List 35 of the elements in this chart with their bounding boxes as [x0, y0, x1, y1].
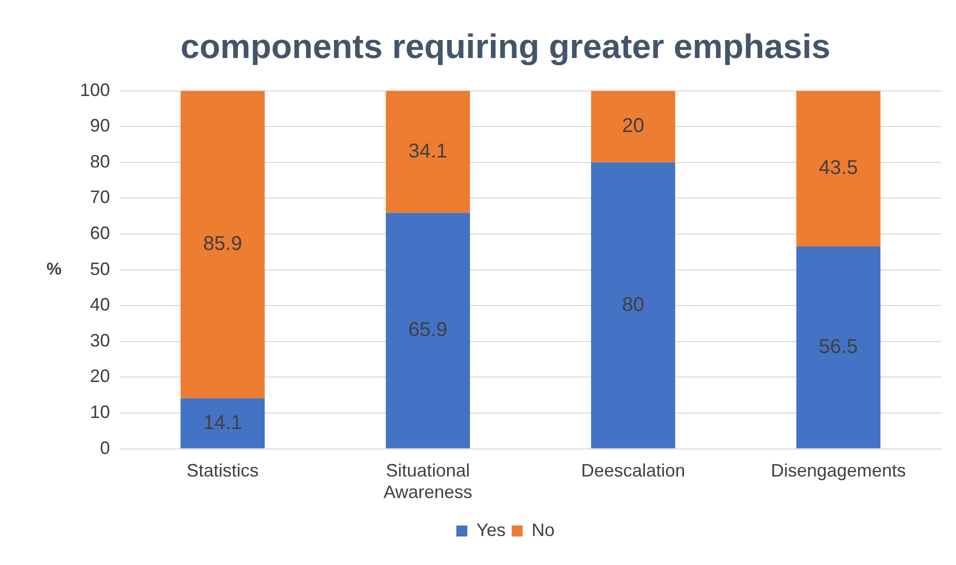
- y-tick-label: 40: [90, 294, 110, 315]
- data-label: 14.1: [203, 412, 242, 434]
- bar: [180, 398, 265, 448]
- data-label: 34.1: [408, 140, 448, 162]
- x-tick-label: Situational Awareness: [384, 460, 472, 502]
- x-tick-label: Disengagements: [770, 460, 906, 481]
- y-tick-label: 50: [90, 258, 110, 279]
- bar: [386, 90, 470, 213]
- y-tick-label: 30: [90, 330, 110, 350]
- data-label: 43.5: [818, 157, 858, 180]
- bar: [796, 90, 880, 247]
- data-label: 20: [622, 115, 644, 138]
- y-axis-title: %: [46, 259, 62, 278]
- y-tick-label: 10: [90, 402, 110, 422]
- y-tick-label: 100: [80, 80, 110, 100]
- legend-label: Yes: [476, 520, 506, 540]
- data-label: 56.5: [818, 336, 858, 358]
- y-tick-label: 0: [100, 438, 110, 458]
- y-tick-label: 80: [90, 151, 110, 172]
- bar: [180, 90, 265, 398]
- data-label: 85.9: [203, 233, 242, 256]
- data-label: 80: [622, 294, 644, 316]
- bar: [591, 90, 676, 162]
- x-tick-label: Deescalation: [581, 460, 686, 481]
- legend-label: No: [532, 520, 555, 540]
- y-tick-label: 20: [90, 366, 110, 386]
- data-label: 65.9: [408, 319, 448, 342]
- chart-title: components requiring greater emphasis: [180, 28, 830, 66]
- y-tick-label: 70: [90, 187, 110, 208]
- bar: [796, 246, 880, 448]
- x-tick-label: Statistics: [186, 460, 259, 481]
- y-tick-label: 90: [90, 116, 110, 136]
- y-tick-label: 60: [90, 222, 110, 243]
- bar: [591, 162, 676, 448]
- bar: [386, 212, 470, 448]
